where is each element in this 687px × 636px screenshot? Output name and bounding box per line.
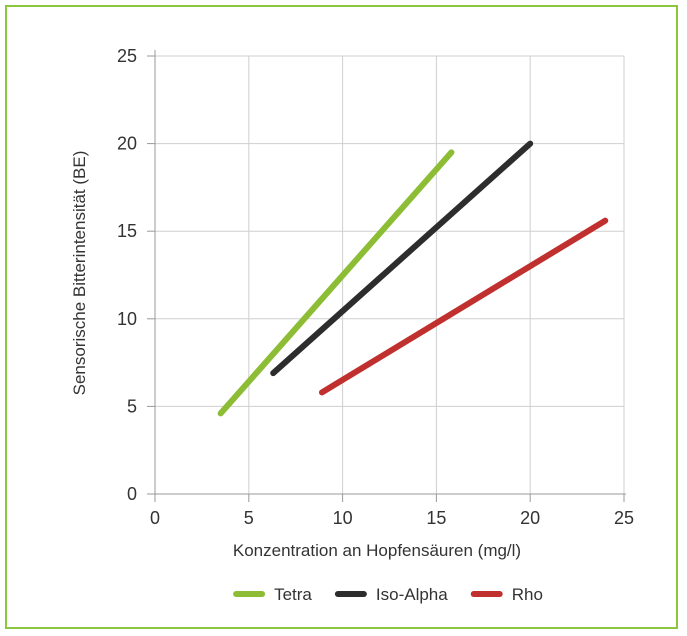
x-tick-label: 5 <box>244 508 254 528</box>
series-line-iso-alpha <box>270 140 534 377</box>
x-tick-label: 10 <box>333 508 353 528</box>
y-tick-label: 20 <box>117 134 137 154</box>
series-line-tetra <box>217 149 455 417</box>
axes <box>147 50 626 502</box>
x-tick-labels: 0 5 10 15 20 25 <box>150 508 634 528</box>
series-line-rho <box>318 217 609 396</box>
y-axis-title: Sensorische Bitterintensität (BE) <box>70 151 89 396</box>
y-tick-label: 5 <box>127 396 137 416</box>
y-tick-label: 15 <box>117 221 137 241</box>
x-tick-label: 0 <box>150 508 160 528</box>
legend-label-rho: Rho <box>512 585 543 604</box>
y-tick-labels: 0 5 10 15 20 25 <box>117 46 137 504</box>
legend: Tetra Iso-Alpha Rho <box>233 585 543 604</box>
chart-frame <box>5 5 678 629</box>
y-tick-label: 25 <box>117 46 137 66</box>
y-tick-label: 0 <box>127 484 137 504</box>
x-tick-label: 15 <box>426 508 446 528</box>
legend-label-tetra: Tetra <box>274 585 312 604</box>
x-tick-label: 20 <box>520 508 540 528</box>
x-tick-label: 25 <box>614 508 634 528</box>
x-axis-title: Konzentration an Hopfensäuren (mg/l) <box>233 541 521 560</box>
legend-label-iso-alpha: Iso-Alpha <box>376 585 448 604</box>
y-tick-label: 10 <box>117 309 137 329</box>
series-lines <box>217 140 609 417</box>
grid-lines <box>155 55 625 494</box>
